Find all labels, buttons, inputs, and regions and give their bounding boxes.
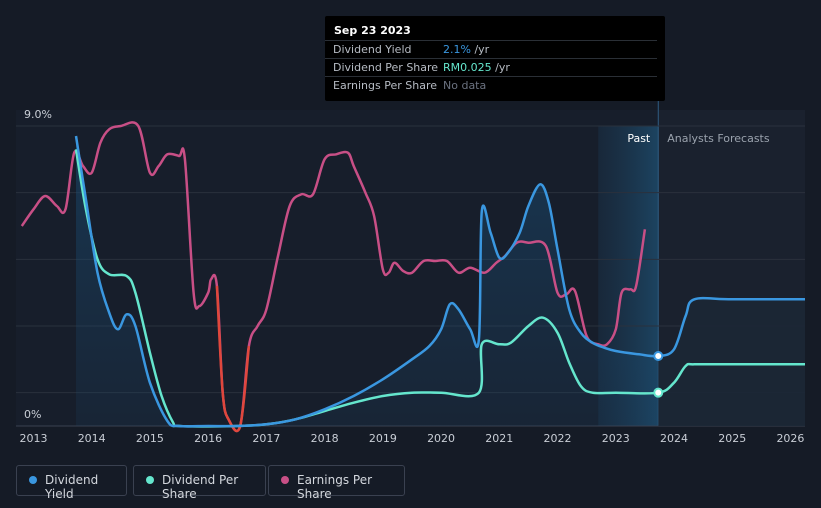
- tooltip-value-number: RM0.025: [443, 61, 492, 74]
- tooltip-label: Dividend Per Share: [333, 61, 439, 74]
- dividend-yield-marker: [653, 351, 664, 361]
- dividend-yield-area: [76, 136, 659, 427]
- past-label: Past: [627, 132, 651, 145]
- earnings-per-share-line: [20, 121, 647, 433]
- earnings-per-share-loss-segment: [215, 285, 251, 433]
- tooltip-value: 2.1% /yr: [443, 43, 489, 56]
- tooltip-date: Sep 23 2023: [334, 24, 411, 37]
- x-tick-label: 2018: [311, 432, 339, 445]
- legend-item-earnings-per-share[interactable]: Earnings Per Share: [268, 465, 405, 501]
- tooltip-row-dividend-per-share: Dividend Per Share RM0.025 /yr: [325, 58, 657, 77]
- tooltip-label: Dividend Yield: [333, 43, 412, 56]
- x-tick-label: 2014: [78, 432, 106, 445]
- tooltip-row-dividend-yield: Dividend Yield 2.1% /yr: [325, 40, 657, 59]
- dividend-yield-line: [74, 135, 805, 428]
- x-tick-label: 2025: [718, 432, 746, 445]
- x-tick-label: 2021: [485, 432, 513, 445]
- dividend-per-share-line: [74, 149, 805, 428]
- y-tick-label-bottom: 0%: [24, 408, 41, 421]
- legend-item-dividend-per-share[interactable]: Dividend Per Share: [133, 465, 266, 501]
- x-tick-label: 2015: [136, 432, 164, 445]
- dividend-yield-forecast-area: [658, 298, 805, 426]
- forecast-label: Analysts Forecasts: [667, 132, 770, 145]
- tooltip-value-number: No data: [443, 79, 487, 92]
- x-tick-label: 2016: [194, 432, 222, 445]
- x-tick-label: 2022: [544, 432, 572, 445]
- y-tick-label-top: 9.0%: [24, 108, 52, 121]
- tooltip-unit: /yr: [470, 43, 490, 56]
- x-tick-label: 2024: [660, 432, 688, 445]
- chart-tooltip: Sep 23 2023 Dividend Yield 2.1% /yr Divi…: [325, 16, 665, 101]
- dividend-per-share-marker: [653, 387, 664, 398]
- legend-label: Dividend Per Share: [162, 473, 239, 501]
- legend-dot-icon: [29, 476, 37, 484]
- x-tick-label: 2026: [776, 432, 804, 445]
- legend-dot-icon: [281, 476, 289, 484]
- tooltip-row-earnings-per-share: Earnings Per Share No data: [325, 76, 657, 95]
- x-tick-label: 2019: [369, 432, 397, 445]
- tooltip-value: No data: [443, 79, 486, 92]
- legend-item-dividend-yield[interactable]: Dividend Yield: [16, 465, 127, 501]
- tooltip-value: RM0.025 /yr: [443, 61, 510, 74]
- legend-label: Dividend Yield: [45, 473, 99, 501]
- tooltip-label: Earnings Per Share: [333, 79, 438, 92]
- tooltip-unit: /yr: [491, 61, 510, 74]
- tooltip-value-number: 2.1%: [443, 43, 471, 56]
- x-tick-label: 2023: [602, 432, 630, 445]
- x-tick-label: 2013: [19, 432, 47, 445]
- x-tick-label: 2017: [252, 432, 280, 445]
- x-tick-label: 2020: [427, 432, 455, 445]
- legend-dot-icon: [146, 476, 154, 484]
- legend-label: Earnings Per Share: [297, 473, 373, 501]
